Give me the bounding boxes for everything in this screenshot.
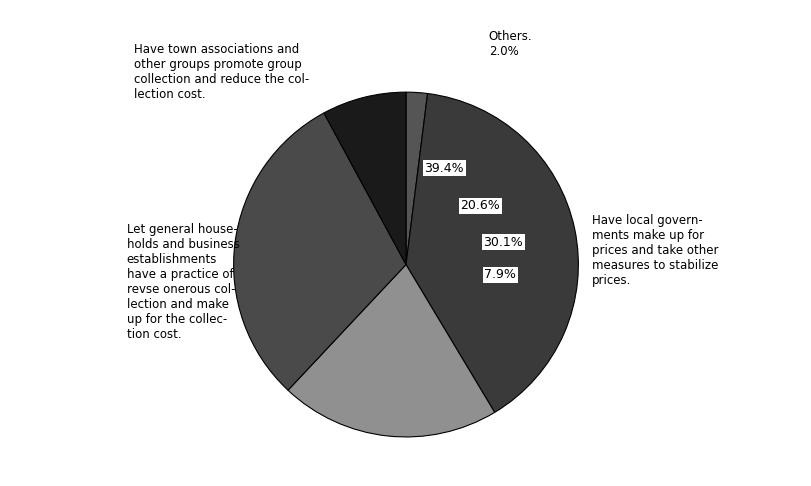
Wedge shape — [406, 92, 427, 264]
Wedge shape — [234, 113, 406, 390]
Text: 20.6%: 20.6% — [460, 199, 500, 212]
Wedge shape — [324, 92, 406, 264]
Wedge shape — [406, 93, 577, 413]
Text: 7.9%: 7.9% — [483, 268, 516, 281]
Text: Have local govern-
ments make up for
prices and take other
measures to stabilize: Have local govern- ments make up for pri… — [591, 214, 718, 287]
Wedge shape — [288, 264, 494, 437]
Text: Others.
2.0%: Others. 2.0% — [488, 30, 532, 58]
Text: Let general house-
holds and business
establishments
have a practice of
revse on: Let general house- holds and business es… — [127, 223, 239, 341]
Text: 30.1%: 30.1% — [483, 236, 522, 249]
Text: Have town associations and
other groups promote group
collection and reduce the : Have town associations and other groups … — [134, 43, 308, 101]
Text: 39.4%: 39.4% — [424, 162, 463, 175]
